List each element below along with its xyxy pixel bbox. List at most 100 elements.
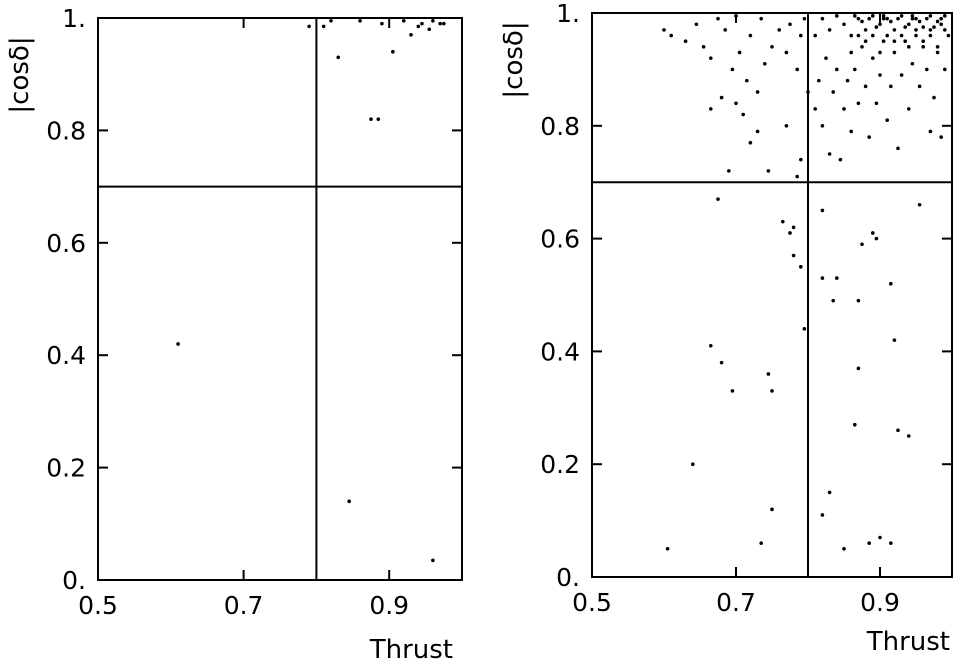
data-point <box>442 21 446 26</box>
x-tick-label: 0.5 <box>572 588 612 617</box>
data-point <box>871 14 875 18</box>
y-tick-label: 0. <box>62 566 86 595</box>
data-point <box>781 219 785 224</box>
data-point <box>770 507 774 512</box>
data-point <box>892 338 897 342</box>
data-point <box>665 547 670 551</box>
data-point <box>795 174 799 179</box>
data-point <box>939 22 943 27</box>
data-point <box>827 490 832 495</box>
data-point <box>820 276 825 280</box>
data-point <box>842 547 846 551</box>
data-point <box>727 169 731 173</box>
data-point <box>813 107 817 111</box>
data-point <box>889 19 893 24</box>
data-point <box>766 372 771 376</box>
data-point <box>896 428 900 433</box>
data-point <box>766 169 771 173</box>
data-point <box>709 343 713 348</box>
data-point <box>856 298 861 303</box>
data-point <box>716 197 720 201</box>
data-point <box>878 50 882 55</box>
data-point <box>431 19 435 23</box>
data-point <box>838 157 843 162</box>
data-point <box>849 50 853 55</box>
data-point <box>853 422 857 427</box>
data-point <box>914 33 918 38</box>
data-point <box>907 107 911 111</box>
data-point <box>928 14 933 18</box>
data-point <box>827 152 832 156</box>
data-point <box>878 535 882 540</box>
data-point <box>889 84 893 89</box>
data-point <box>892 39 897 43</box>
data-point <box>730 67 735 72</box>
x-tick-label: 0.7 <box>224 591 264 620</box>
data-point <box>748 140 753 145</box>
data-point <box>881 14 886 18</box>
data-point <box>431 558 435 563</box>
data-point <box>813 33 817 38</box>
data-point <box>849 129 853 134</box>
data-point <box>719 95 724 100</box>
y-tick-label: 0.8 <box>540 112 580 141</box>
data-point <box>376 117 381 121</box>
data-point <box>885 16 889 21</box>
data-point <box>755 129 760 134</box>
data-point <box>943 67 947 72</box>
data-point <box>881 39 886 43</box>
plot-frame <box>591 12 953 578</box>
data-point <box>791 225 796 230</box>
data-point <box>723 28 727 32</box>
data-point <box>176 342 180 346</box>
data-point <box>380 21 384 26</box>
data-point <box>878 73 882 77</box>
y-axis-title: |cosδ| <box>5 36 35 113</box>
data-point <box>401 19 406 23</box>
y-tick-label: 0.4 <box>540 337 580 366</box>
data-point <box>748 33 753 38</box>
data-point <box>358 19 362 23</box>
data-point <box>409 33 413 37</box>
data-point <box>820 208 825 213</box>
data-point <box>928 129 933 134</box>
data-point <box>925 67 929 72</box>
data-point <box>835 276 839 280</box>
data-point <box>935 19 940 24</box>
data-point <box>910 14 915 18</box>
y-tick-label: 0.2 <box>46 454 86 483</box>
x-tick-label: 0.9 <box>860 588 900 617</box>
data-point <box>369 117 373 121</box>
data-point <box>910 16 915 21</box>
data-point <box>863 39 868 43</box>
y-axis-title: |cosδ| <box>499 21 529 98</box>
data-point <box>416 24 421 29</box>
data-point <box>777 28 781 32</box>
data-point <box>741 112 745 117</box>
data-point <box>903 39 907 43</box>
data-point <box>759 16 763 21</box>
data-point <box>788 22 792 27</box>
y-tick-label: 0.6 <box>540 225 580 254</box>
data-point <box>874 101 879 106</box>
data-point <box>928 33 933 38</box>
y-tick-label: 0.4 <box>46 341 86 370</box>
data-point <box>716 16 720 21</box>
data-point <box>799 157 803 162</box>
data-point <box>914 16 918 21</box>
data-point <box>910 61 915 66</box>
data-point <box>863 28 868 32</box>
data-point <box>662 28 666 32</box>
data-point <box>881 16 886 21</box>
data-point <box>745 78 749 83</box>
data-point <box>737 50 742 55</box>
data-point <box>831 298 835 303</box>
data-point <box>802 327 807 331</box>
data-point <box>867 16 871 21</box>
data-point <box>391 49 395 54</box>
data-point <box>856 101 861 106</box>
data-point <box>427 27 432 32</box>
data-point <box>928 28 933 32</box>
right-scatter-panel: 0. 0.2 0.4 0.6 0.8 1. 0.5 0.7 0.9 Thrust |cosδ| <box>499 0 953 657</box>
data-point <box>795 67 799 72</box>
